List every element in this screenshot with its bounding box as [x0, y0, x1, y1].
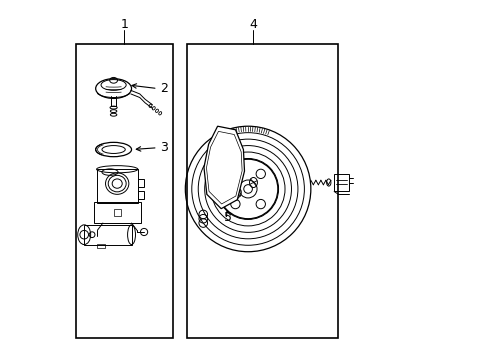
- Bar: [138, 179, 144, 187]
- Bar: [113, 210, 121, 216]
- Bar: [96, 169, 138, 203]
- Text: 1: 1: [120, 18, 128, 31]
- Text: 5: 5: [224, 211, 232, 224]
- Bar: [97, 244, 104, 248]
- Text: 3: 3: [160, 141, 168, 154]
- Bar: [76, 44, 172, 338]
- Ellipse shape: [216, 146, 237, 180]
- Text: 2: 2: [160, 82, 168, 95]
- Bar: [138, 191, 144, 199]
- Polygon shape: [206, 131, 242, 204]
- Bar: [84, 225, 131, 244]
- Bar: [187, 44, 337, 338]
- Bar: [94, 202, 140, 223]
- Text: 4: 4: [249, 18, 257, 31]
- Bar: [333, 174, 348, 192]
- Polygon shape: [203, 126, 244, 209]
